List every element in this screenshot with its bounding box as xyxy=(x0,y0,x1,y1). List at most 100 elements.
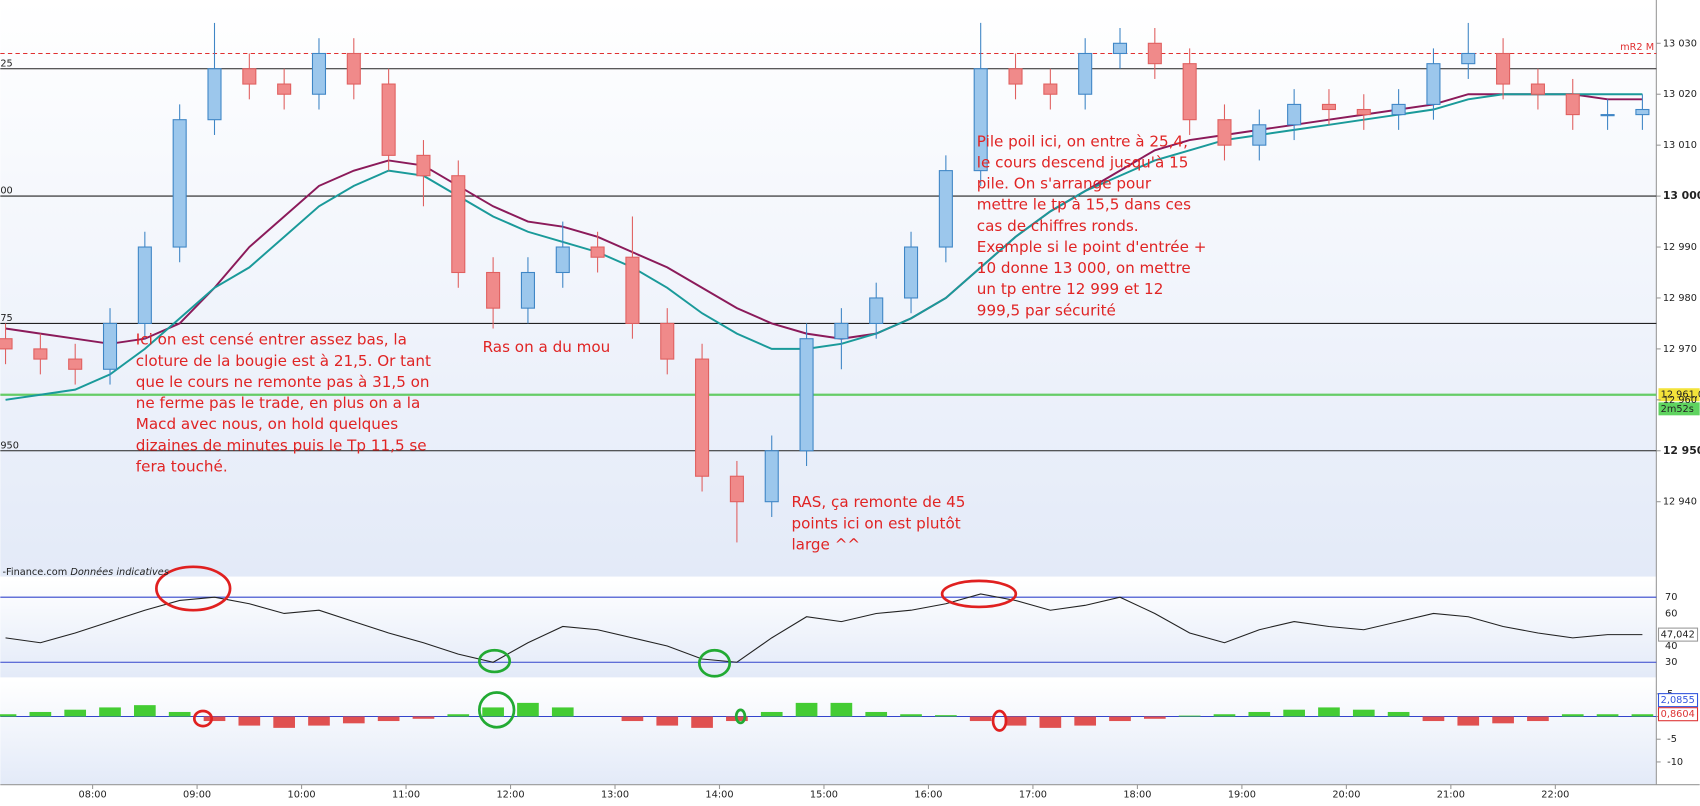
y-tick-label: -5 xyxy=(1667,734,1677,745)
y-tick-label: 13 010 xyxy=(1663,140,1697,151)
annotation-line: 999,5 par sécurité xyxy=(977,301,1116,319)
macd-bar xyxy=(1178,715,1201,717)
macd-bar xyxy=(1527,716,1549,722)
candle-body xyxy=(381,83,396,156)
macd-bar xyxy=(447,714,470,717)
y-tick-label: 12 950 xyxy=(1663,444,1700,457)
circle xyxy=(477,691,516,729)
y-tick-label: 30 xyxy=(1665,657,1677,668)
macd-value-label: 2,0855 xyxy=(1661,695,1695,706)
macd-bar xyxy=(517,702,539,717)
candle-body xyxy=(520,271,535,309)
candle-body xyxy=(903,246,919,299)
candle-body xyxy=(1287,103,1302,126)
macd-bar xyxy=(377,716,400,722)
annotation-line: mettre le tp à 15,5 dans ces xyxy=(977,196,1191,214)
candle-body xyxy=(973,68,988,172)
annotation-line: que le cours ne remonte pas à 31,5 on xyxy=(136,373,430,391)
annotation-line: Ras on a du mou xyxy=(483,338,611,356)
y-tick-label: 12 980 xyxy=(1663,293,1697,304)
x-tick-label: 20:00 xyxy=(1332,789,1360,800)
candle-body xyxy=(1147,42,1162,65)
macd-bar xyxy=(29,711,52,717)
annotation-line: le cours descend jusqu'à 15 xyxy=(977,153,1189,171)
candle-body xyxy=(660,322,675,360)
annotation-line: large ^^ xyxy=(791,535,860,553)
macd-bar xyxy=(1248,711,1271,717)
candle-body xyxy=(1252,124,1267,146)
left-tick-label: 75 xyxy=(0,313,12,324)
candle-body xyxy=(799,338,814,452)
candle-body xyxy=(1008,68,1023,85)
annotation-line: points ici on est plutôt xyxy=(791,514,960,532)
circle xyxy=(697,648,732,678)
x-tick-label: 13:00 xyxy=(601,789,629,800)
macd-bar xyxy=(1074,716,1097,726)
candle-body xyxy=(938,170,953,248)
price-box xyxy=(1658,388,1700,402)
candle-body xyxy=(1356,108,1371,116)
circle xyxy=(734,708,747,725)
macd-bar xyxy=(308,716,330,726)
macd-bar xyxy=(1387,711,1410,717)
candle-body xyxy=(416,154,431,177)
candle-body xyxy=(137,246,152,324)
x-tick-label: 12:00 xyxy=(496,789,524,800)
candle-body xyxy=(1182,63,1197,121)
candle-body xyxy=(729,475,744,503)
candle-body xyxy=(625,256,640,324)
macd-bar xyxy=(935,715,957,717)
price-label: 12 961,0 xyxy=(1661,390,1700,401)
rsi-value-label: 47,042 xyxy=(1661,630,1695,641)
x-tick-label: 19:00 xyxy=(1228,789,1256,800)
left-tick-label: 950 xyxy=(0,440,19,451)
candle-body xyxy=(346,52,361,85)
candle-body xyxy=(834,322,849,340)
annotation-line: un tp entre 12 999 et 12 xyxy=(977,280,1164,298)
annotation-line: fera touché. xyxy=(136,457,228,475)
candle-body xyxy=(869,297,884,324)
x-tick-label: 08:00 xyxy=(79,789,107,800)
candle-body xyxy=(311,52,327,95)
candle-body xyxy=(172,119,187,248)
candle-body xyxy=(695,358,710,477)
annotation-line: cloture de la bougie est à 21,5. Or tant xyxy=(136,352,431,370)
y-tick-label: 40 xyxy=(1665,641,1677,652)
macd-bar xyxy=(99,707,121,717)
candle-body xyxy=(1461,52,1476,65)
candle-body xyxy=(1496,52,1511,85)
y-tick-label: 12 940 xyxy=(1663,497,1697,508)
x-tick-label: 15:00 xyxy=(810,789,838,800)
candle-body xyxy=(1600,114,1615,117)
macd-bar xyxy=(1631,714,1654,717)
macd-bar xyxy=(656,716,679,726)
rsi-line xyxy=(5,593,1643,663)
annotation-line: Pile poil ici, on entre à 25,4, xyxy=(977,132,1188,150)
macd-bar xyxy=(621,716,644,722)
candle-body xyxy=(590,246,605,258)
candle-body xyxy=(1530,83,1545,95)
macd-bar xyxy=(760,711,783,717)
macd-bar xyxy=(691,716,713,728)
candle-body xyxy=(1635,108,1650,116)
macd-bar xyxy=(134,705,156,717)
candle-body xyxy=(1078,52,1093,95)
macd-bar xyxy=(1318,707,1340,717)
candle-body xyxy=(555,246,570,274)
macd-pane xyxy=(0,680,1657,785)
candle-body xyxy=(242,68,257,85)
source-text: -Finance.com xyxy=(2,567,67,578)
y-tick-label: 13 020 xyxy=(1663,89,1697,100)
macd-bar xyxy=(1004,716,1027,726)
x-tick-label: 14:00 xyxy=(705,789,733,800)
macd-bar xyxy=(865,711,888,717)
candle-body xyxy=(1391,103,1406,116)
macd-value-label: 0,8604 xyxy=(1661,709,1695,720)
macd-bar xyxy=(1596,714,1619,717)
annotation-line: cas de chiffres ronds. xyxy=(977,217,1139,235)
macd-bar xyxy=(830,702,853,717)
annotation-line: Ici on est censé entrer assez bas, la xyxy=(136,331,407,349)
macd-bar xyxy=(64,709,87,717)
candle-body xyxy=(1112,42,1128,55)
annotation: Ras on a du mou xyxy=(483,338,611,356)
